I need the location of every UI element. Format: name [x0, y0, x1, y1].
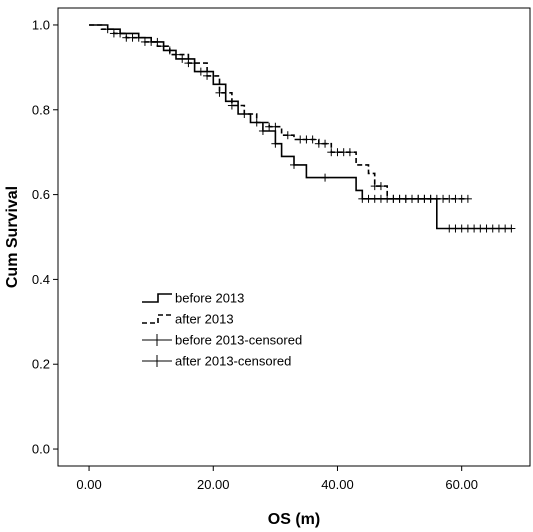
y-tick-label: 0.0 [32, 442, 50, 457]
series-layer [89, 24, 512, 230]
legend-symbol [142, 293, 172, 303]
x-tick-label: 40.00 [321, 477, 354, 492]
censor-marks-layer [103, 25, 516, 233]
legend-item: before 2013 [142, 291, 244, 306]
censor-mark [190, 59, 199, 68]
legend-label: after 2013 [175, 312, 234, 327]
censor-mark [252, 118, 261, 127]
y-tick-label: 0.2 [32, 357, 50, 372]
censor-mark [227, 101, 236, 110]
axes-layer: 0.00 20.00 40.00 60.00 0.0 0.2 0.4 0.6 0.8 1.0 [32, 17, 478, 492]
legend-item: after 2013 [142, 312, 234, 327]
censor-mark [345, 148, 354, 157]
censor-mark [203, 71, 212, 80]
censor-mark [290, 160, 298, 169]
censor-mark [308, 135, 317, 144]
censor-mark [321, 173, 330, 182]
legend-label: after 2013-censored [175, 354, 291, 369]
censor-mark [109, 29, 118, 38]
censor-mark [159, 42, 168, 51]
legend-item: after 2013-censored [142, 354, 291, 369]
x-axis-title: OS (m) [268, 511, 320, 528]
censor-mark [507, 224, 516, 233]
censor-mark [172, 50, 180, 59]
x-tick-label: 0.00 [76, 477, 101, 492]
censor-mark [240, 110, 249, 119]
censor-mark [283, 131, 292, 140]
censor-mark [128, 33, 137, 42]
y-tick-label: 0.4 [32, 272, 50, 287]
series-line-after-2013 [89, 24, 468, 200]
censor-mark [376, 182, 385, 191]
plot-area-frame [57, 7, 531, 467]
censor-mark [103, 25, 112, 34]
series-line-before-2013 [89, 24, 512, 230]
censor-mark [463, 194, 472, 203]
censor-mark [271, 139, 280, 148]
y-axis-title: Cum Survival [4, 186, 21, 288]
censor-mark [165, 46, 174, 55]
x-tick-label: 60.00 [445, 477, 478, 492]
censor-mark [215, 88, 224, 97]
y-tick-label: 1.0 [32, 17, 50, 32]
censor-mark [196, 67, 205, 76]
censor-mark [147, 37, 156, 46]
legend-label: before 2013-censored [175, 333, 302, 348]
legend-item: before 2013-censored [142, 333, 302, 348]
legend: before 2013 after 2013 before 2013-censore… [142, 291, 302, 369]
censor-mark [258, 126, 267, 135]
censor-mark [178, 54, 187, 63]
legend-symbol [142, 314, 172, 324]
censor-mark [271, 122, 280, 131]
legend-label: before 2013 [175, 291, 244, 306]
x-tick-label: 20.00 [197, 477, 230, 492]
y-tick-label: 0.8 [32, 102, 50, 117]
censor-mark [321, 139, 330, 148]
y-tick-label: 0.6 [32, 187, 50, 202]
